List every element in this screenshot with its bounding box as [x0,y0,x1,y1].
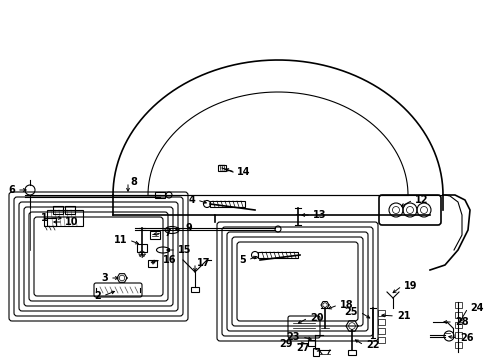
Text: 14: 14 [237,167,250,177]
Text: 28: 28 [454,317,468,327]
Text: 10: 10 [65,217,79,227]
Text: 6: 6 [8,185,15,195]
Bar [218,165,225,171]
Text: 17: 17 [197,258,210,268]
Bar [258,252,297,258]
Bar [454,332,461,338]
Text: 12: 12 [414,195,427,205]
Text: 13: 13 [312,210,326,220]
Bar [307,340,314,346]
Bar [454,342,461,348]
Text: 3: 3 [101,273,108,283]
Text: 26: 26 [459,333,472,343]
Text: 9: 9 [185,223,192,233]
Bar [377,310,384,316]
Text: 24: 24 [469,303,483,313]
Bar [137,244,147,252]
Bar [65,206,75,214]
Bar [377,328,384,334]
Bar [53,206,63,214]
Text: 25: 25 [344,307,357,317]
Text: 19: 19 [403,281,417,291]
Text: 18: 18 [339,300,353,310]
Text: 8: 8 [130,177,137,187]
Text: 23: 23 [286,332,299,342]
Text: 11: 11 [113,235,127,245]
Text: 22: 22 [365,340,379,350]
Bar [454,312,461,318]
Bar [150,231,160,239]
Text: 29: 29 [279,339,292,349]
Bar [148,260,157,267]
Bar [191,287,199,292]
Text: 15: 15 [178,245,191,255]
Bar [44,218,56,226]
Bar [454,322,461,328]
Text: 27: 27 [296,343,309,353]
Bar [377,337,384,343]
Text: 1: 1 [41,213,48,223]
Text: 16: 16 [163,255,176,265]
Bar [155,192,164,198]
Text: 7: 7 [163,228,170,238]
Bar [47,210,83,226]
Text: 21: 21 [396,311,409,321]
Text: 20: 20 [309,313,323,323]
Text: 2: 2 [94,291,101,301]
Text: 5: 5 [239,255,245,265]
Text: 4: 4 [188,195,195,205]
Bar [377,319,384,325]
Bar [347,350,355,355]
Bar [312,348,318,356]
Bar [209,201,244,207]
Bar [454,302,461,308]
